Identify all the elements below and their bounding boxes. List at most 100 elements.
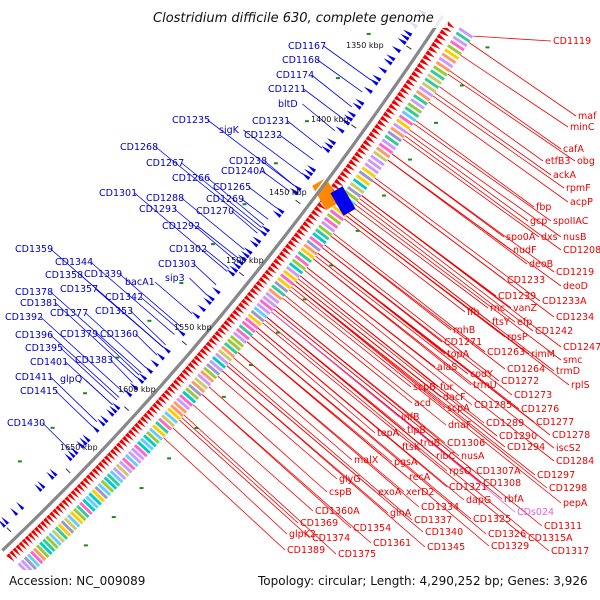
forward-gene-label[interactable]: CD1325: [473, 514, 511, 525]
reverse-gene-label[interactable]: CD1395: [25, 343, 63, 354]
forward-gene-label[interactable]: rplS: [571, 380, 590, 391]
forward-gene-label[interactable]: CD1119: [553, 36, 591, 47]
forward-gene-label[interactable]: CD1340: [425, 527, 463, 538]
forward-gene-label[interactable]: CD1278: [552, 430, 590, 441]
forward-gene-label[interactable]: ribC: [436, 451, 456, 462]
reverse-gene-label[interactable]: CD1266: [172, 173, 210, 184]
forward-gene-label[interactable]: codY: [470, 369, 493, 380]
forward-gene-label[interactable]: glpK2: [289, 529, 316, 540]
reverse-gene-label[interactable]: CD1174: [276, 70, 314, 81]
forward-gene-label[interactable]: CD1389: [287, 545, 325, 556]
reverse-gene-label[interactable]: CD1383: [75, 355, 113, 366]
forward-gene-label[interactable]: malX: [354, 455, 379, 466]
forward-gene-label[interactable]: spoIIAC: [553, 216, 589, 227]
forward-gene-label[interactable]: rnc: [490, 303, 505, 314]
forward-gene-label[interactable]: rbfA: [504, 494, 524, 505]
reverse-gene-label[interactable]: CD1379: [60, 329, 98, 340]
reverse-gene-label[interactable]: CD1301: [99, 188, 137, 199]
forward-gene-label[interactable]: CD1208: [563, 245, 600, 256]
reverse-gene-label[interactable]: sigK: [219, 125, 240, 136]
reverse-gene-label[interactable]: CD1430: [7, 418, 45, 429]
forward-gene-label[interactable]: iscS2: [556, 443, 581, 454]
forward-gene-label[interactable]: CD1294: [507, 442, 545, 453]
forward-gene-label[interactable]: CD1289: [486, 418, 524, 429]
forward-gene-label[interactable]: CD1219: [556, 267, 594, 278]
forward-gene-label[interactable]: cafA: [563, 144, 584, 155]
forward-gene-label[interactable]: CD1263: [487, 347, 525, 358]
forward-gene-label[interactable]: acd: [414, 398, 431, 409]
forward-gene-label[interactable]: CD1273: [514, 390, 552, 401]
forward-gene-label[interactable]: acpP: [570, 197, 593, 208]
reverse-gene-label[interactable]: sip3: [165, 273, 185, 284]
reverse-gene-label[interactable]: CD1211: [268, 84, 306, 95]
forward-gene-label[interactable]: nudF: [513, 245, 537, 256]
forward-gene-label[interactable]: CD1233: [507, 275, 545, 286]
reverse-gene-label[interactable]: CD1240A: [221, 166, 266, 177]
forward-gene-label[interactable]: CD1354: [353, 523, 391, 534]
forward-gene-label[interactable]: infB: [401, 412, 420, 423]
reverse-gene-label[interactable]: CD1357: [60, 284, 98, 295]
reverse-gene-label[interactable]: CD1265: [213, 182, 251, 193]
forward-gene-label[interactable]: scpA: [447, 403, 470, 414]
forward-gene-label[interactable]: CD1360A: [315, 506, 360, 517]
forward-gene-label[interactable]: CD1361: [373, 538, 411, 549]
forward-gene-label[interactable]: ftsY: [492, 317, 510, 328]
forward-gene-label[interactable]: dacF: [443, 392, 466, 403]
reverse-gene-label[interactable]: CD1401: [30, 357, 68, 368]
forward-gene-label[interactable]: CD1277: [536, 417, 574, 428]
forward-gene-label[interactable]: rpmF: [566, 183, 591, 194]
forward-gene-label[interactable]: alaS: [437, 362, 457, 373]
reverse-gene-label[interactable]: CD1268: [120, 142, 158, 153]
forward-gene-label[interactable]: smc: [563, 355, 582, 366]
forward-gene-label[interactable]: CD1329: [491, 541, 529, 552]
reverse-gene-label[interactable]: glpQ: [60, 374, 82, 385]
reverse-gene-label[interactable]: CD1292: [162, 221, 200, 232]
forward-gene-label[interactable]: recA: [409, 472, 431, 483]
forward-gene-label[interactable]: maf: [578, 111, 597, 122]
forward-gene-label[interactable]: cspB: [329, 487, 352, 498]
forward-gene-label[interactable]: topA: [447, 349, 470, 360]
reverse-gene-label[interactable]: CD1377: [50, 308, 88, 319]
forward-gene-label[interactable]: CD1375: [338, 549, 376, 560]
forward-gene-label[interactable]: CD1297: [537, 470, 575, 481]
reverse-gene-label[interactable]: CD1411: [15, 372, 53, 383]
forward-gene-label[interactable]: CD1369: [300, 518, 338, 529]
forward-gene-label[interactable]: nusA: [461, 451, 485, 462]
forward-gene-label[interactable]: nusB: [563, 232, 587, 243]
reverse-gene-label[interactable]: CD1358: [45, 270, 83, 281]
forward-gene-label[interactable]: CD1298: [549, 483, 587, 494]
forward-gene-label[interactable]: glyG: [339, 474, 361, 485]
reverse-gene-label[interactable]: CD1303: [158, 259, 196, 270]
reverse-gene-label[interactable]: CD1415: [20, 386, 58, 397]
forward-gene-label[interactable]: xerD2: [406, 487, 434, 498]
forward-gene-label[interactable]: trmD: [556, 366, 580, 377]
forward-gene-label[interactable]: CD1306: [447, 438, 485, 449]
reverse-gene-label[interactable]: CD1378: [15, 287, 53, 298]
reverse-gene-label[interactable]: CD1168: [282, 55, 320, 66]
forward-gene-label[interactable]: CD1272: [501, 376, 539, 387]
forward-gene-label[interactable]: CD1308: [483, 478, 521, 489]
forward-gene-label[interactable]: etfB3: [545, 156, 570, 167]
forward-gene-label[interactable]: tepA: [377, 428, 400, 439]
forward-gene-label[interactable]: fbp: [536, 202, 551, 213]
forward-gene-label[interactable]: CD1315A: [528, 533, 573, 544]
forward-gene-label[interactable]: pepA: [563, 498, 588, 509]
forward-gene-label[interactable]: tlpB: [407, 425, 426, 436]
forward-gene-label[interactable]: pgsA: [394, 457, 418, 468]
reverse-gene-label[interactable]: bacA1: [125, 277, 155, 288]
reverse-gene-label[interactable]: CD1353: [95, 306, 133, 317]
forward-gene-label[interactable]: truB: [420, 438, 440, 449]
reverse-gene-label[interactable]: CD1381: [20, 298, 58, 309]
forward-gene-label[interactable]: scpB: [413, 382, 436, 393]
forward-gene-label[interactable]: spo0A: [506, 232, 536, 243]
forward-gene-label[interactable]: dxs: [541, 232, 558, 243]
forward-gene-label[interactable]: ffh: [467, 307, 480, 318]
forward-gene-label[interactable]: CD1337: [414, 515, 452, 526]
reverse-gene-label[interactable]: CD1231: [252, 116, 290, 127]
forward-gene-label[interactable]: CD1285: [474, 400, 512, 411]
reverse-gene-label[interactable]: CD1232: [244, 130, 282, 141]
forward-gene-label[interactable]: ackA: [553, 170, 577, 181]
forward-gene-label[interactable]: CD1264: [507, 364, 545, 375]
forward-gene-label[interactable]: rimM: [531, 349, 555, 360]
reverse-gene-label[interactable]: CD1288: [146, 193, 184, 204]
